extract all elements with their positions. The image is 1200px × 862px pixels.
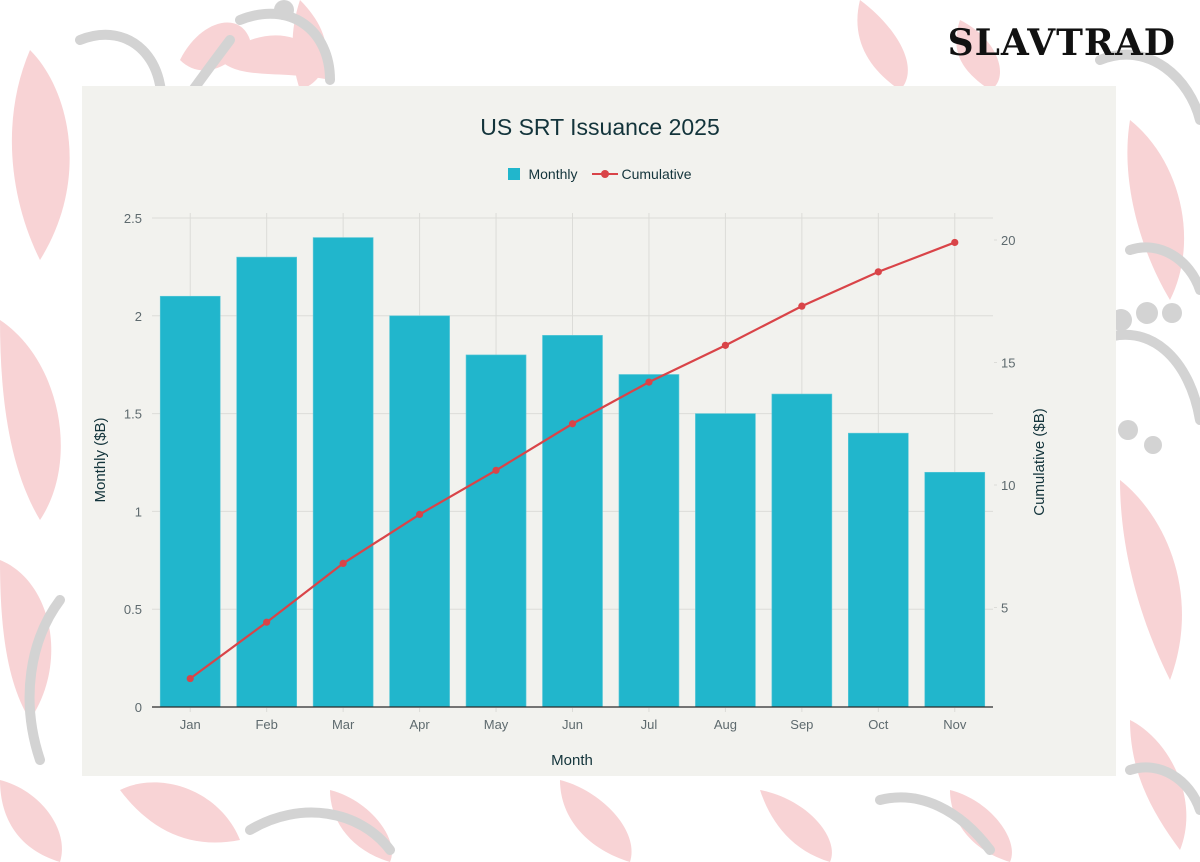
y-tick-label: 1.5	[124, 407, 142, 422]
x-tick-label: Jul	[641, 717, 658, 732]
x-tick-label: Mar	[332, 717, 355, 732]
cumulative-point[interactable]	[568, 420, 577, 428]
cumulative-point[interactable]	[415, 510, 424, 518]
bar-aug[interactable]	[695, 413, 756, 708]
y2-axis-title: Cumulative ($B)	[1031, 408, 1048, 516]
x-tick-label: Apr	[409, 717, 430, 732]
legend-label-cumulative: Cumulative	[621, 166, 692, 182]
bar-nov[interactable]	[924, 471, 986, 708]
x-tick-label: Nov	[943, 717, 967, 732]
y2-tick-label: 10	[1001, 478, 1015, 493]
bar-may[interactable]	[465, 354, 527, 708]
y-tick-label: 0	[135, 700, 142, 715]
legend-label-monthly: Monthly	[528, 166, 578, 182]
bar-sep[interactable]	[771, 393, 833, 708]
y-tick-label: 0.5	[124, 602, 142, 617]
cumulative-point[interactable]	[492, 466, 500, 474]
line-marker-icon	[591, 170, 618, 178]
bar-feb[interactable]	[236, 256, 297, 708]
cumulative-point[interactable]	[186, 674, 194, 683]
bar-jan[interactable]	[159, 295, 221, 708]
chart-legend: Monthly Cumulative	[0, 166, 1200, 182]
y2-tick-label: 15	[1001, 356, 1015, 371]
bar-jun[interactable]	[542, 335, 603, 708]
x-tick-label: Jan	[180, 717, 201, 732]
x-tick-label: Oct	[868, 717, 889, 732]
cumulative-point[interactable]	[645, 378, 653, 386]
y2-tick-label: 5	[1001, 601, 1008, 616]
legend-item-monthly[interactable]: Monthly	[508, 166, 578, 182]
cumulative-point[interactable]	[339, 559, 347, 568]
bar-oct[interactable]	[848, 432, 909, 708]
chart-title: US SRT Issuance 2025	[480, 114, 720, 140]
x-tick-label: Sep	[790, 717, 813, 732]
legend-item-cumulative[interactable]: Cumulative	[586, 166, 692, 182]
y2-tick-label: 20	[1001, 233, 1015, 248]
cumulative-point[interactable]	[798, 302, 806, 310]
cumulative-point[interactable]	[721, 341, 730, 349]
y-axis-title: Monthly ($B)	[92, 417, 109, 502]
bar-apr[interactable]	[389, 315, 450, 708]
x-tick-label: Jun	[562, 717, 583, 732]
cumulative-point[interactable]	[263, 618, 271, 626]
y-tick-label: 2	[135, 309, 142, 324]
brand-logo: SLAVTRAD	[947, 22, 1176, 64]
x-tick-label: May	[484, 717, 509, 732]
x-tick-label: Feb	[255, 717, 277, 732]
bar-jul[interactable]	[618, 374, 680, 708]
bar-swatch-icon	[508, 168, 521, 180]
x-tick-label: Aug	[714, 717, 737, 732]
y-tick-label: 1	[135, 504, 142, 519]
y-tick-label: 2.5	[124, 211, 142, 226]
cumulative-point[interactable]	[951, 238, 959, 247]
x-axis-title: Month	[551, 752, 593, 769]
bar-mar[interactable]	[312, 237, 374, 708]
cumulative-point[interactable]	[874, 268, 882, 276]
